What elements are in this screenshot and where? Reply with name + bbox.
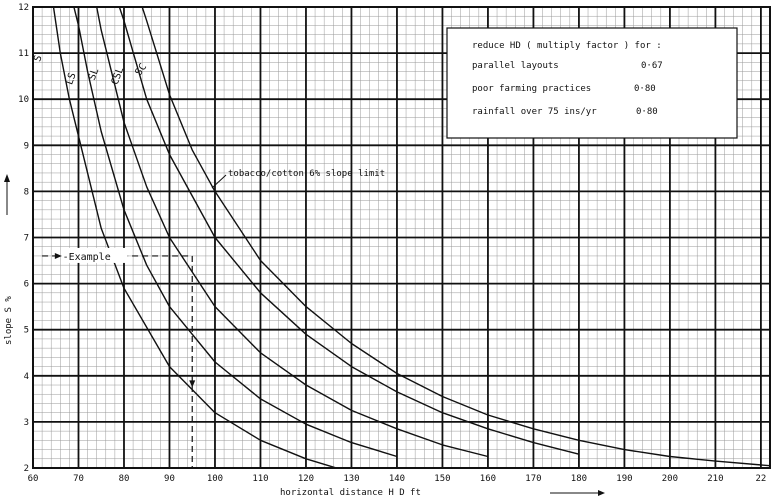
example-label-bg	[61, 247, 128, 263]
y-tick-label: 11	[18, 49, 29, 59]
x-tick-label: 130	[343, 474, 359, 484]
x-tick-label: 170	[525, 474, 541, 484]
curve-s	[52, 7, 339, 468]
x-tick-label: 120	[298, 474, 314, 484]
curve-label-sl: SL	[87, 67, 101, 82]
annotation-box: reduce HD ( multiply factor ) for : para…	[446, 27, 738, 139]
y-tick-label: 4	[24, 372, 29, 382]
curve-sc	[141, 7, 770, 467]
curve-label-sc: SC	[133, 62, 149, 78]
reference-line-leader	[211, 174, 227, 189]
tick-labels: 60 70 80 90 100 110 120 130 140 150 160 170 180 190 20…	[18, 3, 766, 484]
annotation-row-2-label: poor farming practices	[472, 84, 591, 94]
x-tick-label: 180	[571, 474, 587, 484]
y-tick-label: 6	[24, 280, 29, 290]
x-tick-label: 190	[616, 474, 632, 484]
curve-csl	[118, 7, 580, 455]
y-tick-label: 8	[24, 187, 29, 197]
x-tick-label: 160	[480, 474, 496, 484]
x-tick-label: 22	[755, 474, 766, 484]
x-tick-label: 110	[252, 474, 268, 484]
y-tick-label: 3	[24, 418, 29, 428]
y-tick-label: 10	[18, 95, 29, 105]
example-down-arrow	[189, 380, 196, 388]
curve-ls	[73, 7, 398, 458]
annotation-row-2-value: 0·80	[634, 84, 656, 94]
annotation-box-frame	[446, 27, 738, 139]
x-tick-label: 90	[164, 474, 175, 484]
plot-frame	[32, 6, 771, 469]
x-tick-label: 70	[73, 474, 84, 484]
x-tick-label: 200	[662, 474, 678, 484]
example-right-arrow	[54, 252, 62, 259]
x-tick-label: 60	[28, 474, 39, 484]
x-tick-label: 150	[434, 474, 450, 484]
curves: SLS SL CSL SC	[32, 7, 770, 468]
example-marker: -Example	[42, 247, 196, 468]
reference-line-label: tobacco/cotton 6% slope limit	[228, 169, 385, 179]
y-tick-label: 7	[24, 234, 29, 244]
curve-sl	[96, 7, 489, 458]
x-tick-label: 210	[707, 474, 723, 484]
x-axis-arrow-head	[598, 490, 605, 496]
y-tick-label: 5	[24, 326, 29, 336]
y-axis-title: slope S %	[4, 296, 14, 345]
x-tick-label: 140	[389, 474, 405, 484]
curve-label-ls: LS	[64, 71, 78, 86]
annotation-row-1-label: parallel layouts	[472, 61, 559, 71]
y-axis-arrow-head	[4, 174, 10, 182]
x-tick-label: 100	[207, 474, 223, 484]
example-label: -Example	[63, 252, 111, 263]
y-tick-label: 12	[18, 3, 29, 13]
annotation-title: reduce HD ( multiply factor ) for :	[472, 41, 662, 51]
curve-label-s: S	[32, 54, 44, 63]
x-tick-label: 80	[119, 474, 130, 484]
x-axis-title: horizontal distance H D ft	[280, 488, 421, 498]
annotation-row-1-value: 0·67	[641, 61, 663, 71]
annotation-row-3-value: 0·80	[636, 107, 658, 117]
y-tick-label: 9	[24, 141, 29, 151]
annotation-row-3-label: rainfall over 75 ins/yr	[472, 107, 597, 117]
y-tick-label: 2	[24, 464, 29, 474]
